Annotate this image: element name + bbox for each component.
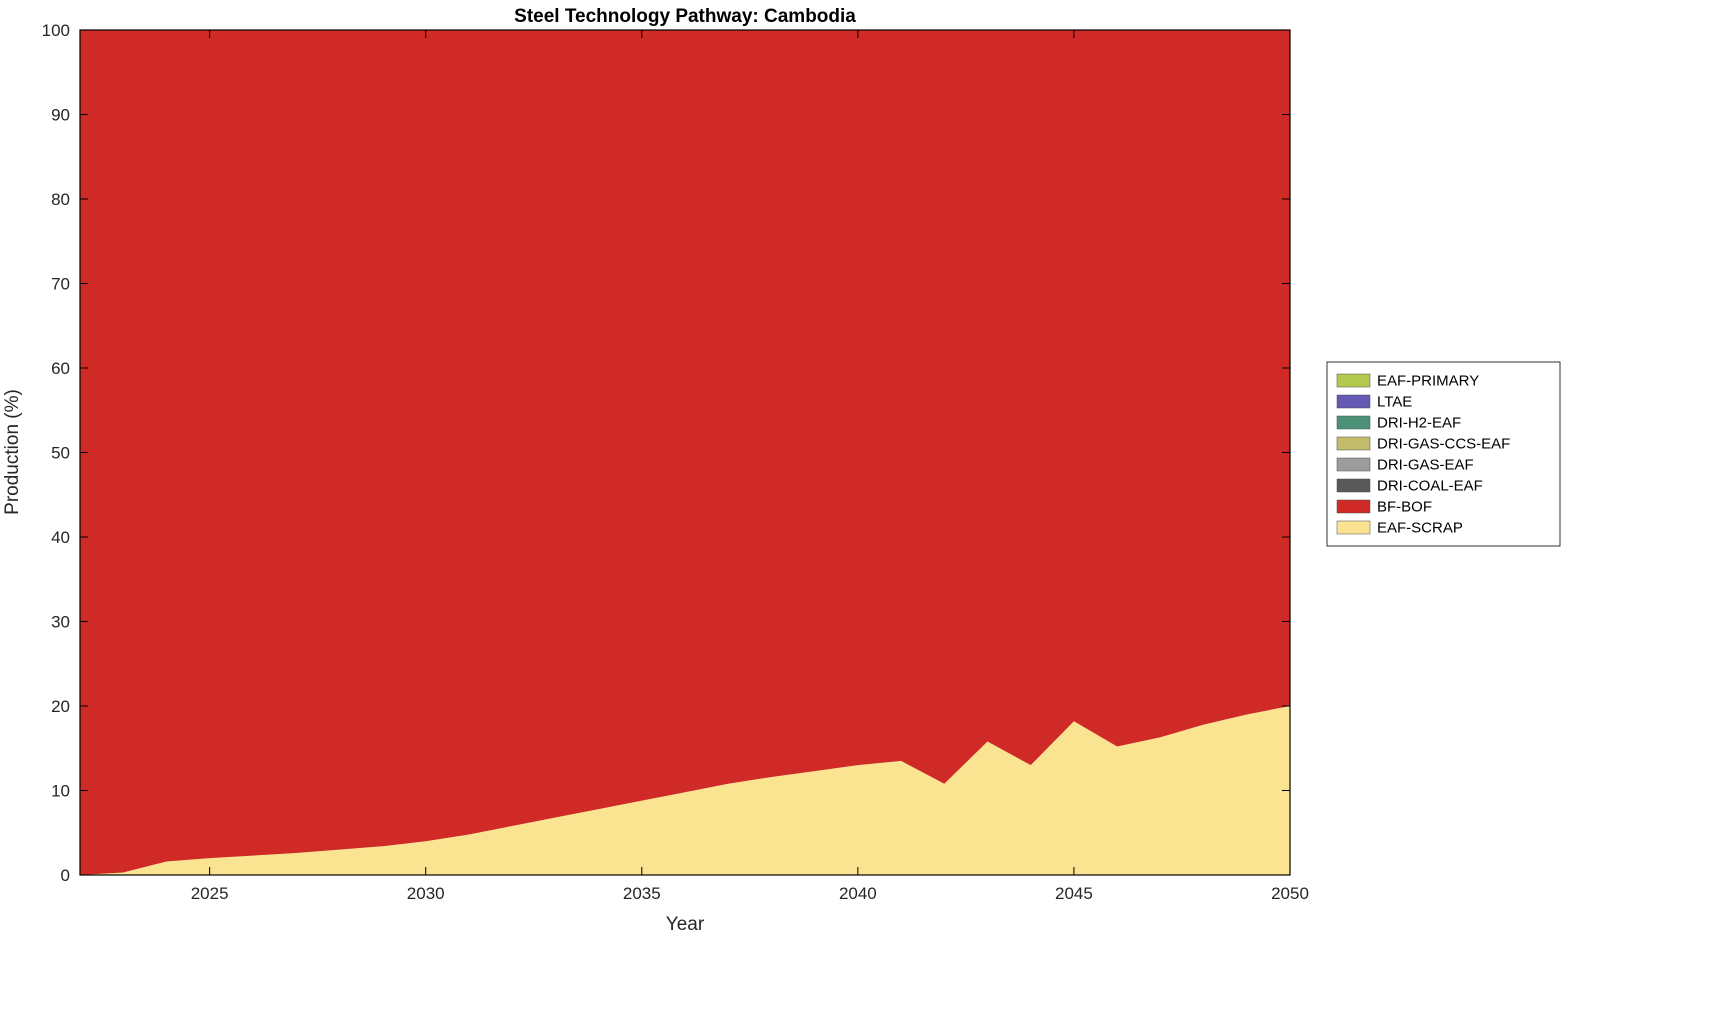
y-tick-label: 90 [51,106,70,125]
legend-label-bf-bof: BF-BOF [1377,499,1432,516]
y-tick-label: 100 [42,21,70,40]
legend-label-dri-coal-eaf: DRI-COAL-EAF [1377,478,1483,495]
chart-title: Steel Technology Pathway: Cambodia [514,6,856,27]
y-tick-label: 40 [51,528,70,547]
legend-label-ltae: LTAE [1377,394,1412,411]
legend-swatch-eaf-scrap [1336,520,1371,535]
legend-swatch-dri-coal-eaf [1336,478,1371,493]
axes-group: 2025 2030 2035 2040 2045 20500102030405060708… [42,21,1309,903]
legend-swatch-bf-bof [1336,499,1371,514]
legend: EAF-PRIMARY LTAE DRI-H2-EAF DRI-GAS-CCS-EAF… [1326,361,1561,547]
x-tick-label: 2035 [623,884,661,903]
legend-label-dri-gas-ccs-eaf: DRI-GAS-CCS-EAF [1377,436,1510,453]
legend-label-eaf-primary: EAF-PRIMARY [1377,373,1479,390]
area-series-bf-bof [80,30,1290,875]
y-tick-label: 20 [51,697,70,716]
legend-label-dri-h2-eaf: DRI-H2-EAF [1377,415,1461,432]
legend-swatch-dri-gas-ccs-eaf [1336,436,1371,451]
area-series-eaf-scrap [80,706,1290,875]
y-tick-label: 80 [51,190,70,209]
legend-label-dri-gas-eaf: DRI-GAS-EAF [1377,457,1474,474]
legend-label-eaf-scrap: EAF-SCRAP [1377,520,1463,537]
legend-swatch-dri-gas-eaf [1336,457,1371,472]
y-tick-label: 30 [51,613,70,632]
area-series-group [80,30,1290,875]
x-tick-label: 2025 [191,884,229,903]
x-tick-label: 2050 [1271,884,1309,903]
x-tick-label: 2040 [839,884,877,903]
legend-swatch-ltae [1336,394,1371,409]
y-tick-label: 70 [51,275,70,294]
x-tick-label: 2045 [1055,884,1093,903]
y-tick-label: 0 [61,866,70,885]
x-tick-label: 2030 [407,884,445,903]
y-tick-label: 50 [51,444,70,463]
legend-swatch-eaf-primary [1336,373,1371,388]
y-axis-label: Production (%) [2,389,23,515]
x-axis-label: Year [666,914,705,935]
legend-swatch-dri-h2-eaf [1336,415,1371,430]
y-tick-label: 60 [51,359,70,378]
legend-box [1326,361,1561,547]
plot-border [79,29,1291,876]
y-tick-label: 10 [51,782,70,801]
